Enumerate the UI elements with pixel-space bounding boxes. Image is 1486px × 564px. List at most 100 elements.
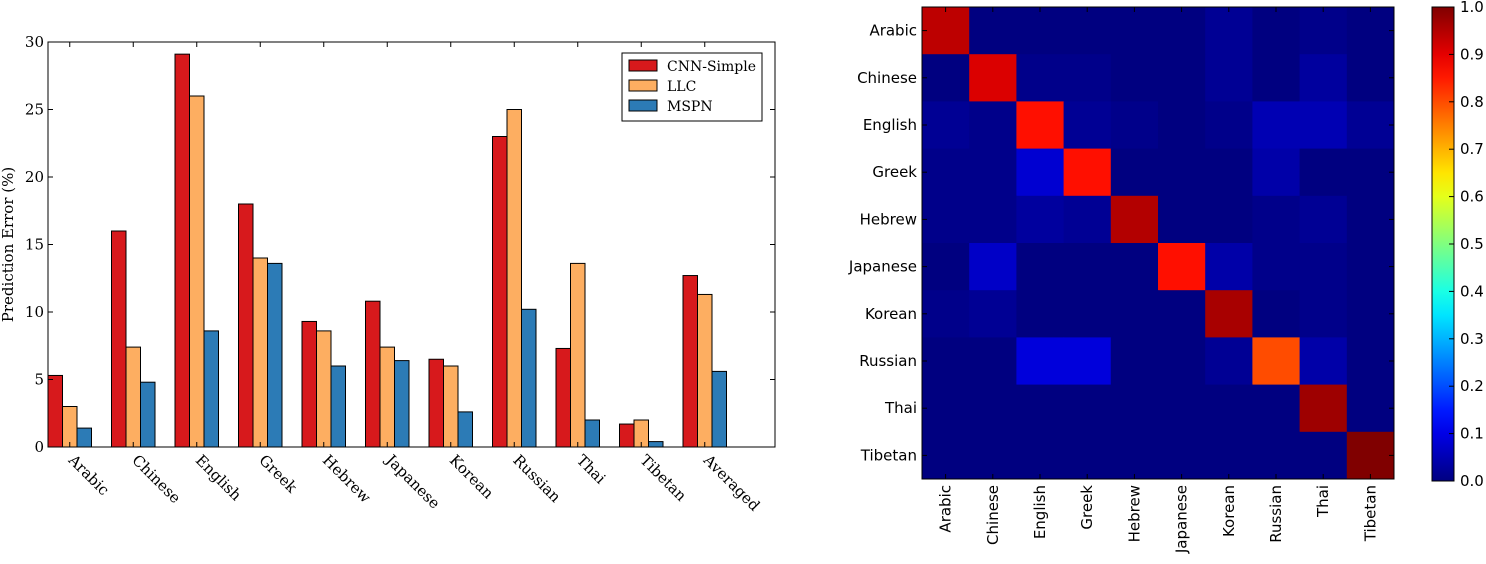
colorbar-tick-label: 0.8 [1460,93,1484,111]
heatmap-cell-greek-hebrew [1110,148,1159,197]
heatmap-col-label-greek: Greek [1078,485,1096,530]
heatmap-cell-russian-korean [1205,337,1253,386]
heatmap-row-label-japanese: Japanese [848,258,917,276]
legend-label-cnn-simple: CNN-Simple [667,59,756,75]
heatmap-cell-hebrew-korean [1205,195,1253,244]
heatmap-cell-chinese-korean [1205,54,1253,102]
heatmap-cell-hebrew-arabic [922,195,970,244]
heatmap-col-label-arabic: Arabic [937,485,955,533]
heatmap-cell-greek-arabic [922,148,970,197]
heatmap-cell-english-tibetan [1346,101,1395,150]
heatmap-row-label-greek: Greek [872,163,917,181]
heatmap-cell-russian-thai [1299,337,1348,386]
y-tick-label: 25 [25,101,44,119]
heatmap-cell-russian-chinese [969,337,1017,386]
x-tick-label-greek: Greek [255,451,301,497]
bar-english-llc [189,95,205,448]
heatmap-cell-thai-hebrew [1110,384,1159,433]
bar-averaged-llc [697,293,713,448]
heatmap-cell-japanese-thai [1299,243,1348,291]
heatmap-cell-russian-russian [1252,337,1301,386]
x-tick-label-korean: Korean [446,451,497,502]
bar-japanese-cnn-simple [365,300,381,448]
heatmap-cell-russian-tibetan [1346,337,1395,386]
x-tick-label-tibetan: Tibetan [636,451,690,505]
y-tick-label: 20 [25,168,44,186]
bar-greek-cnn-simple [238,203,254,448]
heatmap-col-label-chinese: Chinese [984,485,1002,545]
colorbar-tick-label: 0.7 [1460,140,1484,158]
bar-korean-mspn [457,411,473,448]
y-tick-label: 5 [34,371,44,389]
bar-tibetan-cnn-simple [619,423,635,448]
heatmap-cell-hebrew-russian [1252,195,1301,244]
heatmap-cell-english-korean [1205,101,1253,150]
bar-hebrew-llc [316,330,332,448]
heatmap-cell-japanese-greek [1063,243,1112,291]
bar-japanese-llc [379,346,395,448]
x-tick-label-thai: Thai [573,451,609,487]
heatmap-cell-thai-thai [1299,384,1348,433]
bar-hebrew-cnn-simple [301,320,317,448]
x-tick-label-chinese: Chinese [128,451,184,507]
heatmap-cell-arabic-japanese [1158,7,1206,55]
heatmap-col-label-english: English [1031,485,1049,539]
heatmap-cell-chinese-japanese [1158,54,1206,102]
heatmap-cell-japanese-english [1016,243,1065,291]
heatmap-cell-arabic-tibetan [1346,7,1395,55]
heatmap-cell-english-chinese [969,101,1017,150]
colorbar-tick-label: 0.3 [1460,330,1484,348]
heatmap-cell-greek-greek [1063,148,1112,197]
heatmap-cell-korean-english [1016,290,1065,338]
bar-english-cnn-simple [174,53,190,448]
heatmap-cell-chinese-greek [1063,54,1112,102]
heatmap-cell-hebrew-chinese [969,195,1017,244]
heatmap-cell-japanese-russian [1252,243,1301,291]
heatmap-cell-japanese-korean [1205,243,1253,291]
heatmap-cell-chinese-thai [1299,54,1348,102]
heatmap-cell-english-english [1016,101,1065,150]
x-tick-label-russian: Russian [509,451,564,506]
heatmap-cell-arabic-russian [1252,7,1301,55]
heatmap-cell-korean-chinese [969,290,1017,338]
heatmap-cell-tibetan-thai [1299,431,1348,480]
colorbar-tick-label: 0.9 [1460,45,1484,63]
bar-arabic-cnn-simple [47,374,63,448]
heatmap-cell-korean-russian [1252,290,1301,338]
heatmap-cell-english-arabic [922,101,970,150]
bar-thai-cnn-simple [555,347,571,448]
heatmap-cell-chinese-russian [1252,54,1301,102]
heatmap-col-label-hebrew: Hebrew [1125,485,1143,542]
heatmap-cell-russian-english [1016,337,1065,386]
heatmap-cell-tibetan-chinese [969,431,1017,480]
x-tick-label-arabic: Arabic [64,450,113,499]
bar-russian-mspn [521,308,537,448]
heatmap-cell-hebrew-greek [1063,195,1112,244]
heatmap-cell-thai-tibetan [1346,384,1395,433]
heatmap-frame [921,6,1395,480]
heatmap-cell-japanese-hebrew [1110,243,1159,291]
heatmap-row-label-tibetan: Tibetan [860,446,917,464]
y-tick-label: 30 [25,33,44,51]
heatmap-cell-hebrew-thai [1299,195,1348,244]
heatmap-cell-russian-greek [1063,337,1112,386]
heatmap-cell-arabic-arabic [922,7,970,55]
bar-averaged-cnn-simple [682,275,698,448]
heatmap-cell-russian-hebrew [1110,337,1159,386]
colorbar-tick-label: 1.0 [1460,0,1484,16]
bar-korean-cnn-simple [428,358,444,448]
heatmap-cell-korean-korean [1205,290,1253,338]
heatmap-cell-chinese-tibetan [1346,54,1395,102]
heatmap-cell-japanese-arabic [922,243,970,291]
heatmap-cell-greek-thai [1299,148,1348,197]
y-axis-label: Prediction Error (%) [0,167,17,322]
heatmap-cell-russian-japanese [1158,337,1206,386]
bar-russian-cnn-simple [492,136,508,448]
heatmap-cell-tibetan-japanese [1158,431,1206,480]
heatmap-cell-thai-english [1016,384,1065,433]
x-tick-label-hebrew: Hebrew [319,451,375,507]
heatmap-cell-tibetan-korean [1205,431,1253,480]
bar-chinese-llc [125,346,141,448]
colorbar-tick-label: 0.4 [1460,282,1484,300]
